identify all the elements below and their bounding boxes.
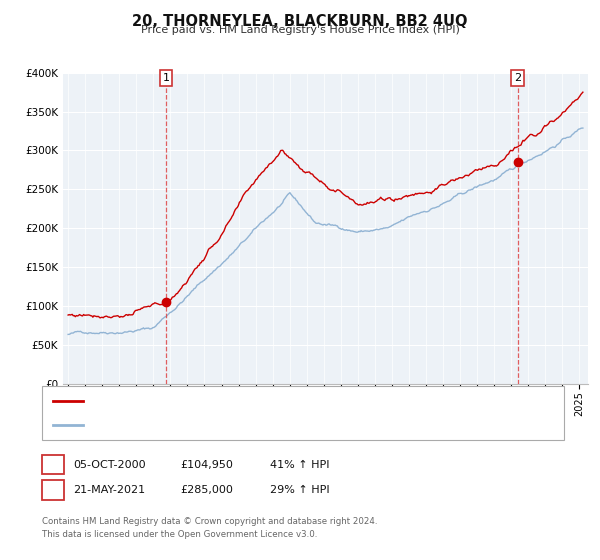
Text: 2: 2 (49, 485, 56, 495)
Text: 20, THORNEYLEA, BLACKBURN, BB2 4UQ: 20, THORNEYLEA, BLACKBURN, BB2 4UQ (132, 14, 468, 29)
Text: £285,000: £285,000 (180, 485, 233, 495)
Text: 1: 1 (163, 73, 170, 83)
Text: 2: 2 (514, 73, 521, 83)
Text: 1: 1 (49, 460, 56, 470)
Text: 20, THORNEYLEA, BLACKBURN, BB2 4UQ (detached house): 20, THORNEYLEA, BLACKBURN, BB2 4UQ (deta… (87, 396, 394, 407)
Text: This data is licensed under the Open Government Licence v3.0.: This data is licensed under the Open Gov… (42, 530, 317, 539)
Text: 41% ↑ HPI: 41% ↑ HPI (270, 460, 329, 470)
Text: 21-MAY-2021: 21-MAY-2021 (73, 485, 145, 495)
Text: Contains HM Land Registry data © Crown copyright and database right 2024.: Contains HM Land Registry data © Crown c… (42, 517, 377, 526)
Text: Price paid vs. HM Land Registry's House Price Index (HPI): Price paid vs. HM Land Registry's House … (140, 25, 460, 35)
Text: 05-OCT-2000: 05-OCT-2000 (73, 460, 146, 470)
Text: 29% ↑ HPI: 29% ↑ HPI (270, 485, 329, 495)
Text: £104,950: £104,950 (180, 460, 233, 470)
Text: HPI: Average price, detached house, Blackburn with Darwen: HPI: Average price, detached house, Blac… (87, 419, 401, 430)
